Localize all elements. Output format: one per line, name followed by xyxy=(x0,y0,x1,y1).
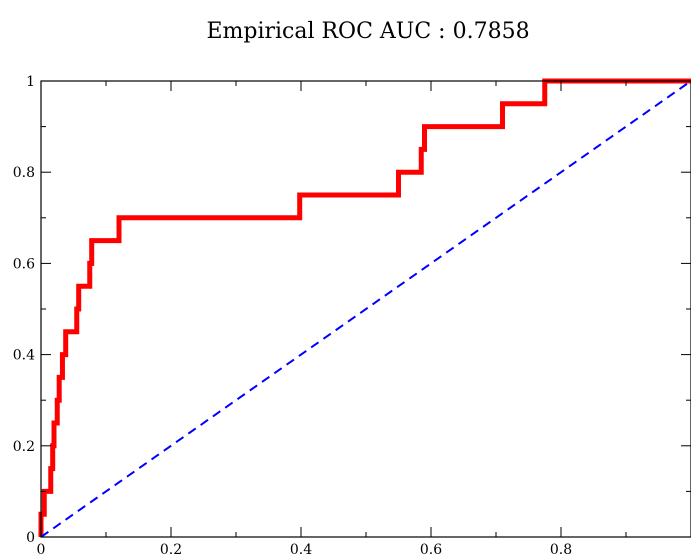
y-tick-label: 0.6 xyxy=(13,256,35,272)
x-tick-label: 0.4 xyxy=(290,542,312,557)
y-tick-label: 0.2 xyxy=(13,439,35,455)
chart-title: Empirical ROC AUC : 0.7858 xyxy=(206,19,529,44)
y-tick-label: 1 xyxy=(26,74,35,90)
x-tick-label: 0.2 xyxy=(160,542,182,557)
y-tick-label: 0.4 xyxy=(13,348,35,364)
plot-area xyxy=(38,78,691,538)
roc-curve-line xyxy=(38,78,691,537)
y-tick-label: 0 xyxy=(26,530,35,546)
y-tick-label: 0.8 xyxy=(13,165,35,181)
x-tick-label: 0.8 xyxy=(550,542,572,557)
axes: 0 0.2 0.4 0.6 0.8 0 0.2 0.4 0.6 0.8 1 xyxy=(13,74,691,557)
x-tick-label: 0 xyxy=(37,542,46,557)
x-tick-label: 0.6 xyxy=(420,542,442,557)
chance-diagonal-line xyxy=(40,80,691,538)
